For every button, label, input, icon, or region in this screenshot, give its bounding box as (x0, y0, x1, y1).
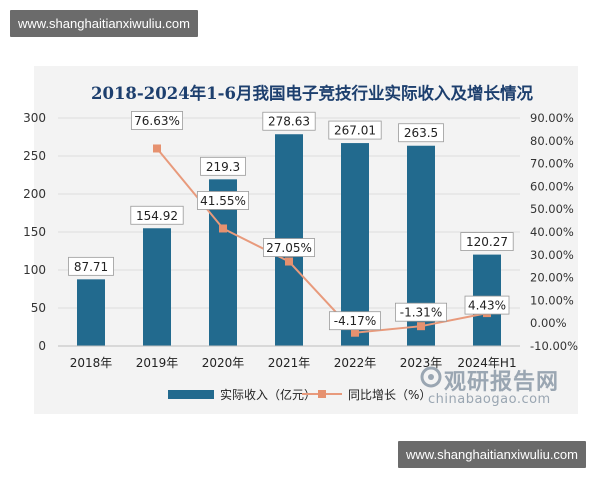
right-axis-tick-label: 80.00% (530, 134, 574, 148)
bar-value-label: 263.5 (404, 126, 438, 140)
legend-swatch-line (302, 389, 342, 399)
bar-value-label-box (200, 156, 246, 176)
x-axis-tick-label: 2018年 (70, 356, 113, 370)
label-layer: 87.71 154.92 219.3 278.63 267.01 263.5 120.27 7… (68, 111, 514, 331)
growth-value-label-box (328, 311, 381, 331)
bar-value-label-box (262, 111, 316, 131)
left-axis-tick-label: 250 (23, 149, 46, 163)
left-axis-tick-label: 0 (38, 339, 46, 353)
growth-marker (153, 144, 161, 153)
left-axis-tick-label: 50 (31, 301, 46, 315)
left-axis-tick-label: 100 (23, 263, 46, 277)
growth-value-label: 41.55% (200, 194, 246, 208)
growth-value-label-box (394, 302, 447, 322)
growth-line (156, 147, 488, 334)
right-axis-tick-label: 10.00% (530, 293, 574, 307)
x-axis-tick-label: 2023年 (400, 356, 443, 370)
bar-value-label: 154.92 (136, 209, 178, 223)
bar-value-label-box (398, 123, 444, 143)
brand-name: 观研报告网 (444, 370, 560, 395)
bar-value-label: 278.63 (268, 115, 310, 129)
x-axis-tick-label: 2019年 (136, 356, 179, 370)
watermark-bottom: www.shanghaitianxiwuliu.com (398, 441, 586, 468)
legend-item-revenue: 实际收入（亿元） (168, 384, 316, 404)
watermark-top: www.shanghaitianxiwuliu.com (10, 10, 198, 37)
right-axis-tick-label: 90.00% (530, 111, 574, 125)
right-axis-tick-label: -10.00% (530, 339, 578, 353)
x-axis-tick-label: 2024年H1 (457, 356, 516, 370)
legend-label-growth: 同比增长（%） (348, 387, 432, 402)
growth-marker (351, 328, 359, 337)
chart-title: 2018-2024年1-6月我国电子竞技行业实际收入及增长情况 (90, 84, 533, 103)
legend-item-growth: 同比增长（%） (302, 384, 431, 404)
growth-marker (219, 224, 227, 233)
right-axis-tick-label: 30.00% (530, 248, 574, 262)
legend-swatch-bar (168, 389, 214, 399)
growth-value-label-box (196, 191, 249, 210)
right-axis-tick-label: 0.00% (530, 316, 567, 330)
brand-logo-icon (420, 366, 442, 388)
bar (143, 228, 171, 346)
bar-value-label: 120.27 (466, 235, 508, 249)
brand-watermark: 观研报告网 chinabaogao.com (420, 364, 590, 412)
right-axis-tick-label: 60.00% (530, 179, 574, 193)
bar-value-label-box (130, 205, 184, 225)
growth-marker (285, 257, 293, 266)
right-axis-tick-label: 20.00% (530, 271, 574, 285)
bar-value-label: 267.01 (334, 124, 376, 138)
growth-value-label: -4.17% (334, 314, 376, 328)
bar (77, 279, 105, 346)
growth-value-label-box (262, 238, 315, 257)
bar-value-label: 87.71 (74, 260, 108, 274)
growth-value-label: -1.31% (400, 306, 442, 320)
right-axis-tick-label: 70.00% (530, 157, 574, 171)
growth-value-label: 76.63% (134, 114, 180, 128)
growth-value-label-box (130, 111, 183, 130)
axis-layer: 0 50 100 150 200 250 300 -10.00% 0.00% 10.00% 20.0… (23, 111, 578, 370)
right-axis-tick-label: 40.00% (530, 225, 574, 239)
left-axis-tick-label: 300 (23, 111, 46, 125)
bar-value-label: 219.3 (206, 160, 240, 174)
left-axis-tick-label: 150 (23, 225, 46, 239)
growth-value-label-box (464, 295, 510, 315)
brand-url: chinabaogao.com (428, 392, 551, 407)
legend-label-revenue: 实际收入（亿元） (220, 387, 317, 402)
x-axis-tick-label: 2021年 (268, 356, 311, 370)
bar-value-label-box (68, 256, 114, 276)
right-axis-tick-label: 50.00% (530, 202, 574, 216)
x-axis-tick-label: 2022年 (334, 356, 377, 370)
growth-value-label: 4.43% (468, 299, 506, 313)
growth-marker (417, 322, 425, 331)
x-axis-tick-label: 2020年 (202, 356, 245, 370)
growth-value-label: 27.05% (266, 241, 312, 255)
left-axis-tick-label: 200 (23, 187, 46, 201)
bar-value-label-box (460, 232, 514, 251)
bar-value-label-box (328, 120, 382, 140)
